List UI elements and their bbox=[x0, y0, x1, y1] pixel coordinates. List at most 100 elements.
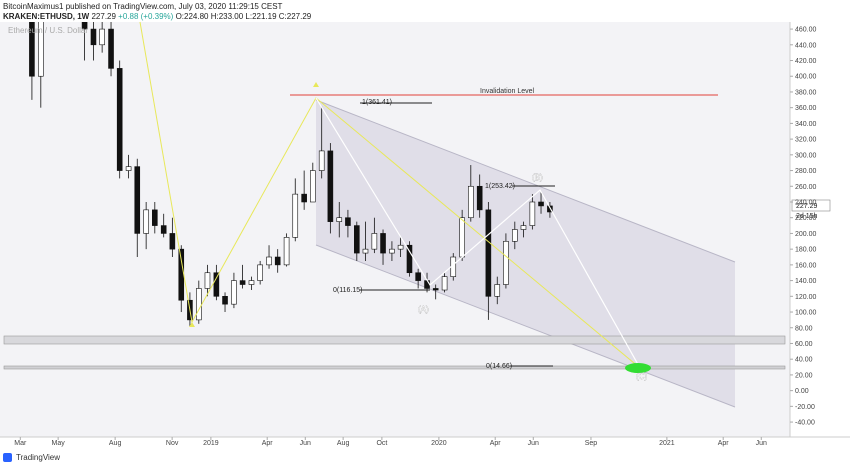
candle-body bbox=[318, 150, 325, 171]
channel-top bbox=[315, 99, 736, 263]
y-tick-label: 0.00 bbox=[795, 388, 809, 395]
candle-body bbox=[257, 264, 263, 281]
brand-logo bbox=[3, 453, 12, 462]
x-tick-label: Jun bbox=[300, 440, 311, 447]
candle-body bbox=[248, 280, 255, 285]
header: BitcoinMaximus1 published on TradingView… bbox=[3, 2, 311, 22]
symbol: KRAKEN:ETHUSD, 1W bbox=[3, 12, 90, 21]
ohlc: O:224.80 H:233.00 L:221.19 C:227.29 bbox=[175, 12, 312, 21]
annotation: 0(116.15) bbox=[333, 287, 362, 294]
x-tick-label: Sep bbox=[585, 440, 598, 447]
change: +0.88 (+0.39%) bbox=[118, 12, 174, 21]
x-tick-label: 2021 bbox=[659, 440, 675, 447]
candle-body bbox=[371, 233, 378, 250]
author-line: BitcoinMaximus1 published on TradingView… bbox=[3, 2, 283, 11]
candle-body bbox=[99, 28, 105, 46]
candle-body bbox=[178, 248, 185, 301]
candle-body bbox=[108, 28, 114, 69]
candle-body bbox=[125, 166, 132, 171]
candle-body bbox=[424, 280, 430, 289]
candle-body bbox=[29, 22, 35, 77]
annotation: 0(14.66) bbox=[486, 363, 512, 370]
y-tick-label: 220.00 bbox=[795, 215, 817, 222]
candle-body bbox=[512, 229, 518, 242]
candle-body bbox=[196, 288, 202, 321]
y-tick-label: 100.00 bbox=[795, 310, 817, 317]
y-tick-label: 240.00 bbox=[795, 199, 817, 206]
candle-body bbox=[380, 233, 386, 254]
x-tick-label: 2020 bbox=[431, 440, 447, 447]
candle-body bbox=[459, 217, 465, 258]
candle-body bbox=[432, 288, 439, 291]
y-tick-label: 380.00 bbox=[795, 89, 817, 96]
candle-body bbox=[116, 68, 123, 171]
x-tick-label: May bbox=[52, 440, 66, 447]
candle-body bbox=[529, 201, 536, 226]
y-tick-label: 400.00 bbox=[795, 74, 817, 81]
candle-body bbox=[336, 217, 343, 222]
candle-body bbox=[415, 272, 421, 281]
y-tick-label: 160.00 bbox=[795, 262, 817, 269]
candles bbox=[29, 22, 553, 327]
x-tick-label: Nov bbox=[166, 440, 179, 447]
yellow-wave bbox=[139, 21, 641, 369]
y-tick-label: -20.00 bbox=[795, 404, 815, 411]
candle-body bbox=[239, 280, 246, 285]
y-tick-label: 120.00 bbox=[795, 294, 817, 301]
brand: TradingView bbox=[16, 453, 61, 462]
support-zone bbox=[3, 335, 786, 345]
annotation: (B) bbox=[532, 173, 543, 182]
candle-body bbox=[266, 256, 272, 266]
candle-body bbox=[134, 166, 141, 234]
candle-body bbox=[406, 244, 413, 274]
abc-wave bbox=[315, 97, 641, 369]
candle-body bbox=[468, 185, 474, 219]
y-tick-label: 140.00 bbox=[795, 278, 817, 285]
footer: TradingView bbox=[16, 453, 60, 462]
candle-body bbox=[274, 256, 281, 266]
candle-body bbox=[292, 193, 299, 238]
x-tick-label: Jun bbox=[528, 440, 539, 447]
x-tick-label: Aug bbox=[109, 440, 122, 447]
y-tick-label: 440.00 bbox=[795, 42, 817, 49]
candle-body bbox=[441, 276, 448, 291]
candle-body bbox=[283, 237, 290, 266]
x-tick-label: 2019 bbox=[203, 440, 219, 447]
y-tick-label: 300.00 bbox=[795, 152, 817, 159]
candle-body bbox=[345, 217, 351, 226]
y-tick-label: 340.00 bbox=[795, 121, 817, 128]
y-tick-label: 200.00 bbox=[795, 231, 817, 238]
candle-body bbox=[547, 205, 553, 213]
y-tick-label: 80.00 bbox=[795, 325, 813, 332]
candle-body bbox=[494, 284, 501, 297]
symbol-line: KRAKEN:ETHUSD, 1W 227.29 +0.88 (+0.39%) … bbox=[3, 12, 311, 22]
candle-body bbox=[310, 170, 316, 203]
y-tick-label: 460.00 bbox=[795, 27, 817, 34]
x-tick-label: Apr bbox=[490, 440, 502, 447]
candle-body bbox=[160, 225, 167, 234]
annotation: Invalidation Level bbox=[480, 88, 535, 95]
candle-body bbox=[90, 28, 97, 46]
candle-body bbox=[231, 280, 237, 305]
candle-body bbox=[143, 209, 149, 234]
annotation: 1(253.42) bbox=[485, 183, 515, 190]
price-tag: 227.29 bbox=[796, 203, 818, 210]
candle-body bbox=[204, 272, 211, 289]
candle-body bbox=[538, 201, 544, 207]
watermark: Ethereum / U.S. Dollar bbox=[8, 26, 88, 35]
y-tick-label: 40.00 bbox=[795, 357, 813, 364]
annotation: (C) bbox=[636, 372, 647, 381]
candle-body bbox=[503, 240, 509, 285]
candle-body bbox=[362, 248, 369, 254]
candle-body bbox=[81, 22, 88, 30]
y-tick-label: -40.00 bbox=[795, 420, 815, 427]
countdown: 2d 15h bbox=[796, 213, 818, 220]
x-tick-label: Apr bbox=[262, 440, 274, 447]
candle-body bbox=[213, 272, 220, 297]
annotation: (A) bbox=[418, 305, 429, 314]
candle-body bbox=[38, 22, 44, 77]
x-tick-label: Mar bbox=[14, 440, 27, 447]
candle-body bbox=[169, 233, 176, 250]
annotation: 1(361.41) bbox=[362, 99, 392, 106]
